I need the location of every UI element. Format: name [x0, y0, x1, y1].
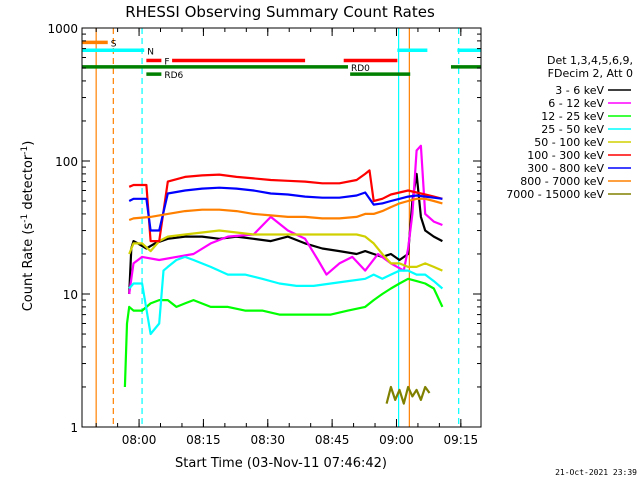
legend-header-line-2: FDecim 2, Att 0 — [548, 67, 633, 80]
flag-label-s: S — [111, 39, 117, 49]
x-tick-label-08-15: 08:15 — [186, 433, 221, 447]
legend-label-100-300-kev: 100 - 300 keV — [527, 149, 604, 162]
legend-label-25-50-kev: 25 - 50 keV — [541, 123, 604, 136]
y-tick-label-1: 1 — [70, 421, 78, 435]
x-tick-label-08-45: 08:45 — [315, 433, 350, 447]
y-axis-label-mid: detector — [21, 154, 36, 214]
y-tick-label-100: 100 — [55, 155, 78, 169]
chart-title: RHESSI Observing Summary Count Rates — [125, 3, 435, 21]
legend-label-7000-15000-kev: 7000 - 15000 keV — [506, 188, 604, 201]
series-line-7000-15000-kev — [385, 385, 431, 405]
flag-label-f: F — [164, 57, 169, 67]
plot-inner — [82, 28, 481, 427]
flag-label-rd6: RD6 — [164, 71, 183, 81]
y-axis-label: Count Rate (s-1 detector-1) — [20, 141, 36, 312]
legend-label-300-800-kev: 300 - 800 keV — [527, 162, 604, 175]
x-tick-label-08-00: 08:00 — [122, 433, 157, 447]
series-line-50-100-kev — [128, 229, 443, 272]
legend-label-800-7000-kev: 800 - 7000 keV — [520, 175, 604, 188]
flag-label-rd0: RD0 — [351, 64, 370, 74]
axes-layer: 08:00 08:15 08:30 08:45 09:00 09:15 1 10 100 1000 — [47, 22, 482, 447]
x-tick-label-09-00: 09:00 — [379, 433, 414, 447]
y-tick-label-10: 10 — [63, 288, 78, 302]
y-axis-label-suffix: ) — [21, 141, 36, 146]
plot-frame — [81, 27, 482, 428]
legend-header-line-1: Det 1,3,4,5,6,9, — [547, 54, 633, 67]
legend-label-3-6-kev: 3 - 6 keV — [555, 84, 604, 97]
flag-label-n: N — [147, 47, 154, 57]
legend-label-6-12-kev: 6 - 12 keV — [548, 97, 604, 110]
x-tick-label-08-30: 08:30 — [250, 433, 285, 447]
x-tick-label-09-15: 09:15 — [444, 433, 479, 447]
y-axis-label-sup-2: -1 — [20, 146, 30, 155]
series-line-800-7000-kev — [128, 197, 443, 222]
series-line-6-12-kev — [128, 144, 443, 295]
series-line-300-800-kev — [128, 186, 443, 232]
y-axis-label-prefix: Count Rate (s — [21, 223, 36, 312]
x-axis-label: Start Time (03-Nov-11 07:46:42) — [175, 456, 387, 471]
footer-timestamp: 21-Oct-2021 23:39 — [555, 468, 637, 477]
series-line-12-25-kev — [123, 277, 444, 388]
legend-label-12-25-kev: 12 - 25 keV — [541, 110, 604, 123]
y-axis-label-sup-1: -1 — [20, 214, 30, 223]
series-line-25-50-kev — [128, 255, 444, 336]
legend-label-50-100-kev: 50 - 100 keV — [534, 136, 604, 149]
y-tick-label-1000: 1000 — [47, 22, 78, 36]
plot-layer: S NF RD0 RD6 — [82, 28, 481, 427]
